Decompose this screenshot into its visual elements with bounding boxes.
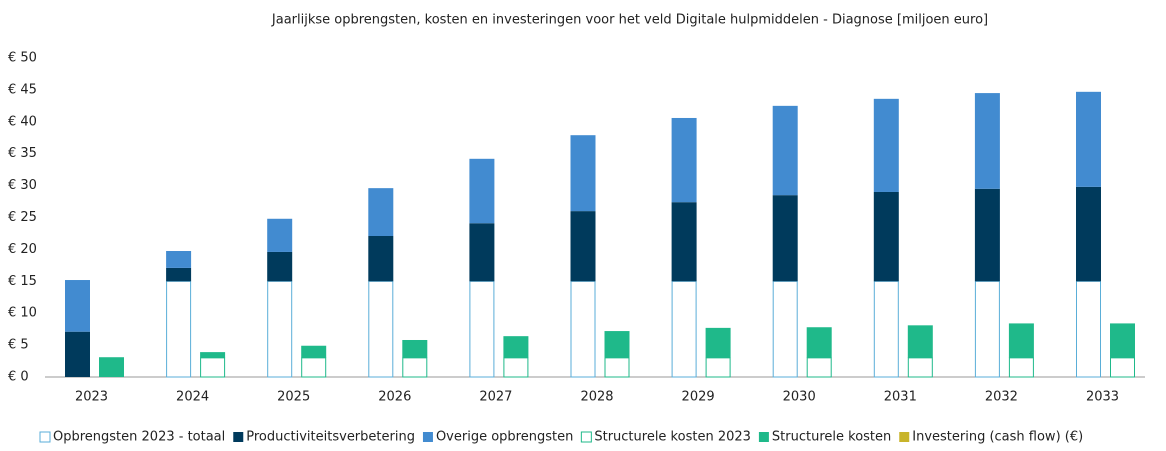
x-tick-label: 2028 xyxy=(580,390,613,405)
bar-segment xyxy=(806,327,832,358)
x-tick-label: 2024 xyxy=(176,390,209,405)
y-tick-label: € 25 xyxy=(8,210,37,225)
legend-swatch xyxy=(580,431,592,443)
chart-title: Jaarlijkse opbrengsten, kosten en invest… xyxy=(271,13,988,28)
bar-segment xyxy=(368,280,394,378)
bar-segment xyxy=(772,195,798,282)
bar-segment xyxy=(402,357,428,378)
y-tick-label: € 15 xyxy=(8,274,37,289)
y-tick-label: € 30 xyxy=(8,178,37,193)
bar-segment xyxy=(1076,186,1101,282)
bar-segment xyxy=(705,357,731,378)
bar-segment xyxy=(469,280,495,378)
bar-segment xyxy=(301,345,327,358)
legend-swatch xyxy=(39,431,51,443)
legend-swatch xyxy=(758,432,769,442)
legend-swatch xyxy=(233,432,244,442)
x-tick-label: 2029 xyxy=(682,390,715,405)
bar-segment xyxy=(1110,357,1135,378)
bar-segment xyxy=(200,352,226,358)
x-tick-label: 2031 xyxy=(884,390,917,405)
bar-segment xyxy=(402,339,428,358)
legend-label: Productiviteitsverbetering xyxy=(246,430,415,445)
legend-swatch xyxy=(422,432,433,442)
bar-segment xyxy=(604,331,630,358)
bar-segment xyxy=(1076,280,1101,378)
x-tick-label: 2027 xyxy=(479,390,512,405)
y-tick-label: € 20 xyxy=(8,242,37,257)
bar-segment xyxy=(705,327,731,358)
bar-segment xyxy=(873,280,899,378)
y-tick-label: € 10 xyxy=(8,306,37,321)
bar-segment xyxy=(974,188,1000,282)
bar-segment xyxy=(772,105,798,196)
bar-segment xyxy=(503,357,529,378)
bar-segment xyxy=(469,223,495,282)
bar-segment xyxy=(907,357,933,378)
y-tick-label: € 35 xyxy=(8,146,37,161)
bar-segment xyxy=(974,93,1000,189)
bar-segment xyxy=(806,357,832,378)
y-tick-label: € 40 xyxy=(8,114,37,129)
bar-segment xyxy=(671,280,697,378)
bar-segment xyxy=(671,202,697,282)
bar-segment xyxy=(200,357,226,378)
bar-segment xyxy=(166,250,192,268)
bar-segment xyxy=(570,211,596,282)
legend-label: Opbrengsten 2023 - totaal xyxy=(53,430,225,445)
legend-swatch xyxy=(899,432,910,442)
bar-segment xyxy=(166,280,192,378)
bar-segment xyxy=(1008,357,1034,378)
x-tick-label: 2025 xyxy=(277,390,310,405)
x-tick-label: 2023 xyxy=(75,390,108,405)
bar-segment xyxy=(267,218,293,252)
x-tick-label: 2032 xyxy=(985,390,1018,405)
bar-segment xyxy=(772,280,798,378)
y-tick-label: € 50 xyxy=(8,51,37,66)
bar-segment xyxy=(65,280,90,332)
bar-segment xyxy=(267,251,293,282)
bar-segment xyxy=(267,280,293,378)
legend-label: Overige opbrengsten xyxy=(436,430,573,445)
bar-segment xyxy=(503,336,529,358)
bar-segment xyxy=(301,357,327,378)
x-tick-label: 2033 xyxy=(1086,390,1119,405)
x-tick-label: 2030 xyxy=(783,390,816,405)
bar-segment xyxy=(570,280,596,378)
bar-segment xyxy=(368,236,394,282)
legend-label: Structurele kosten 2023 xyxy=(594,430,751,445)
bar-segment xyxy=(570,135,596,212)
bar-segment xyxy=(671,117,697,203)
x-tick-label: 2026 xyxy=(378,390,411,405)
bar-segment xyxy=(469,158,495,224)
bar-segment xyxy=(166,267,192,282)
bar-segment xyxy=(65,331,90,377)
y-tick-label: € 45 xyxy=(8,82,37,97)
bar-segment xyxy=(873,191,899,282)
legend-label: Investering (cash flow) (€) xyxy=(912,430,1083,445)
y-tick-label: € 5 xyxy=(8,338,29,353)
bar-segment xyxy=(1076,91,1101,187)
bar-segment xyxy=(604,357,630,378)
bar-segment xyxy=(907,325,933,358)
legend-label: Structurele kosten xyxy=(772,430,891,445)
bar-segment xyxy=(1008,323,1034,358)
bar-segment xyxy=(974,280,1000,378)
bar-segment xyxy=(368,188,394,237)
y-tick-label: € 0 xyxy=(8,370,29,385)
bar-segment xyxy=(873,98,899,192)
bar-segment xyxy=(1110,323,1135,358)
bar-segment xyxy=(99,357,124,377)
